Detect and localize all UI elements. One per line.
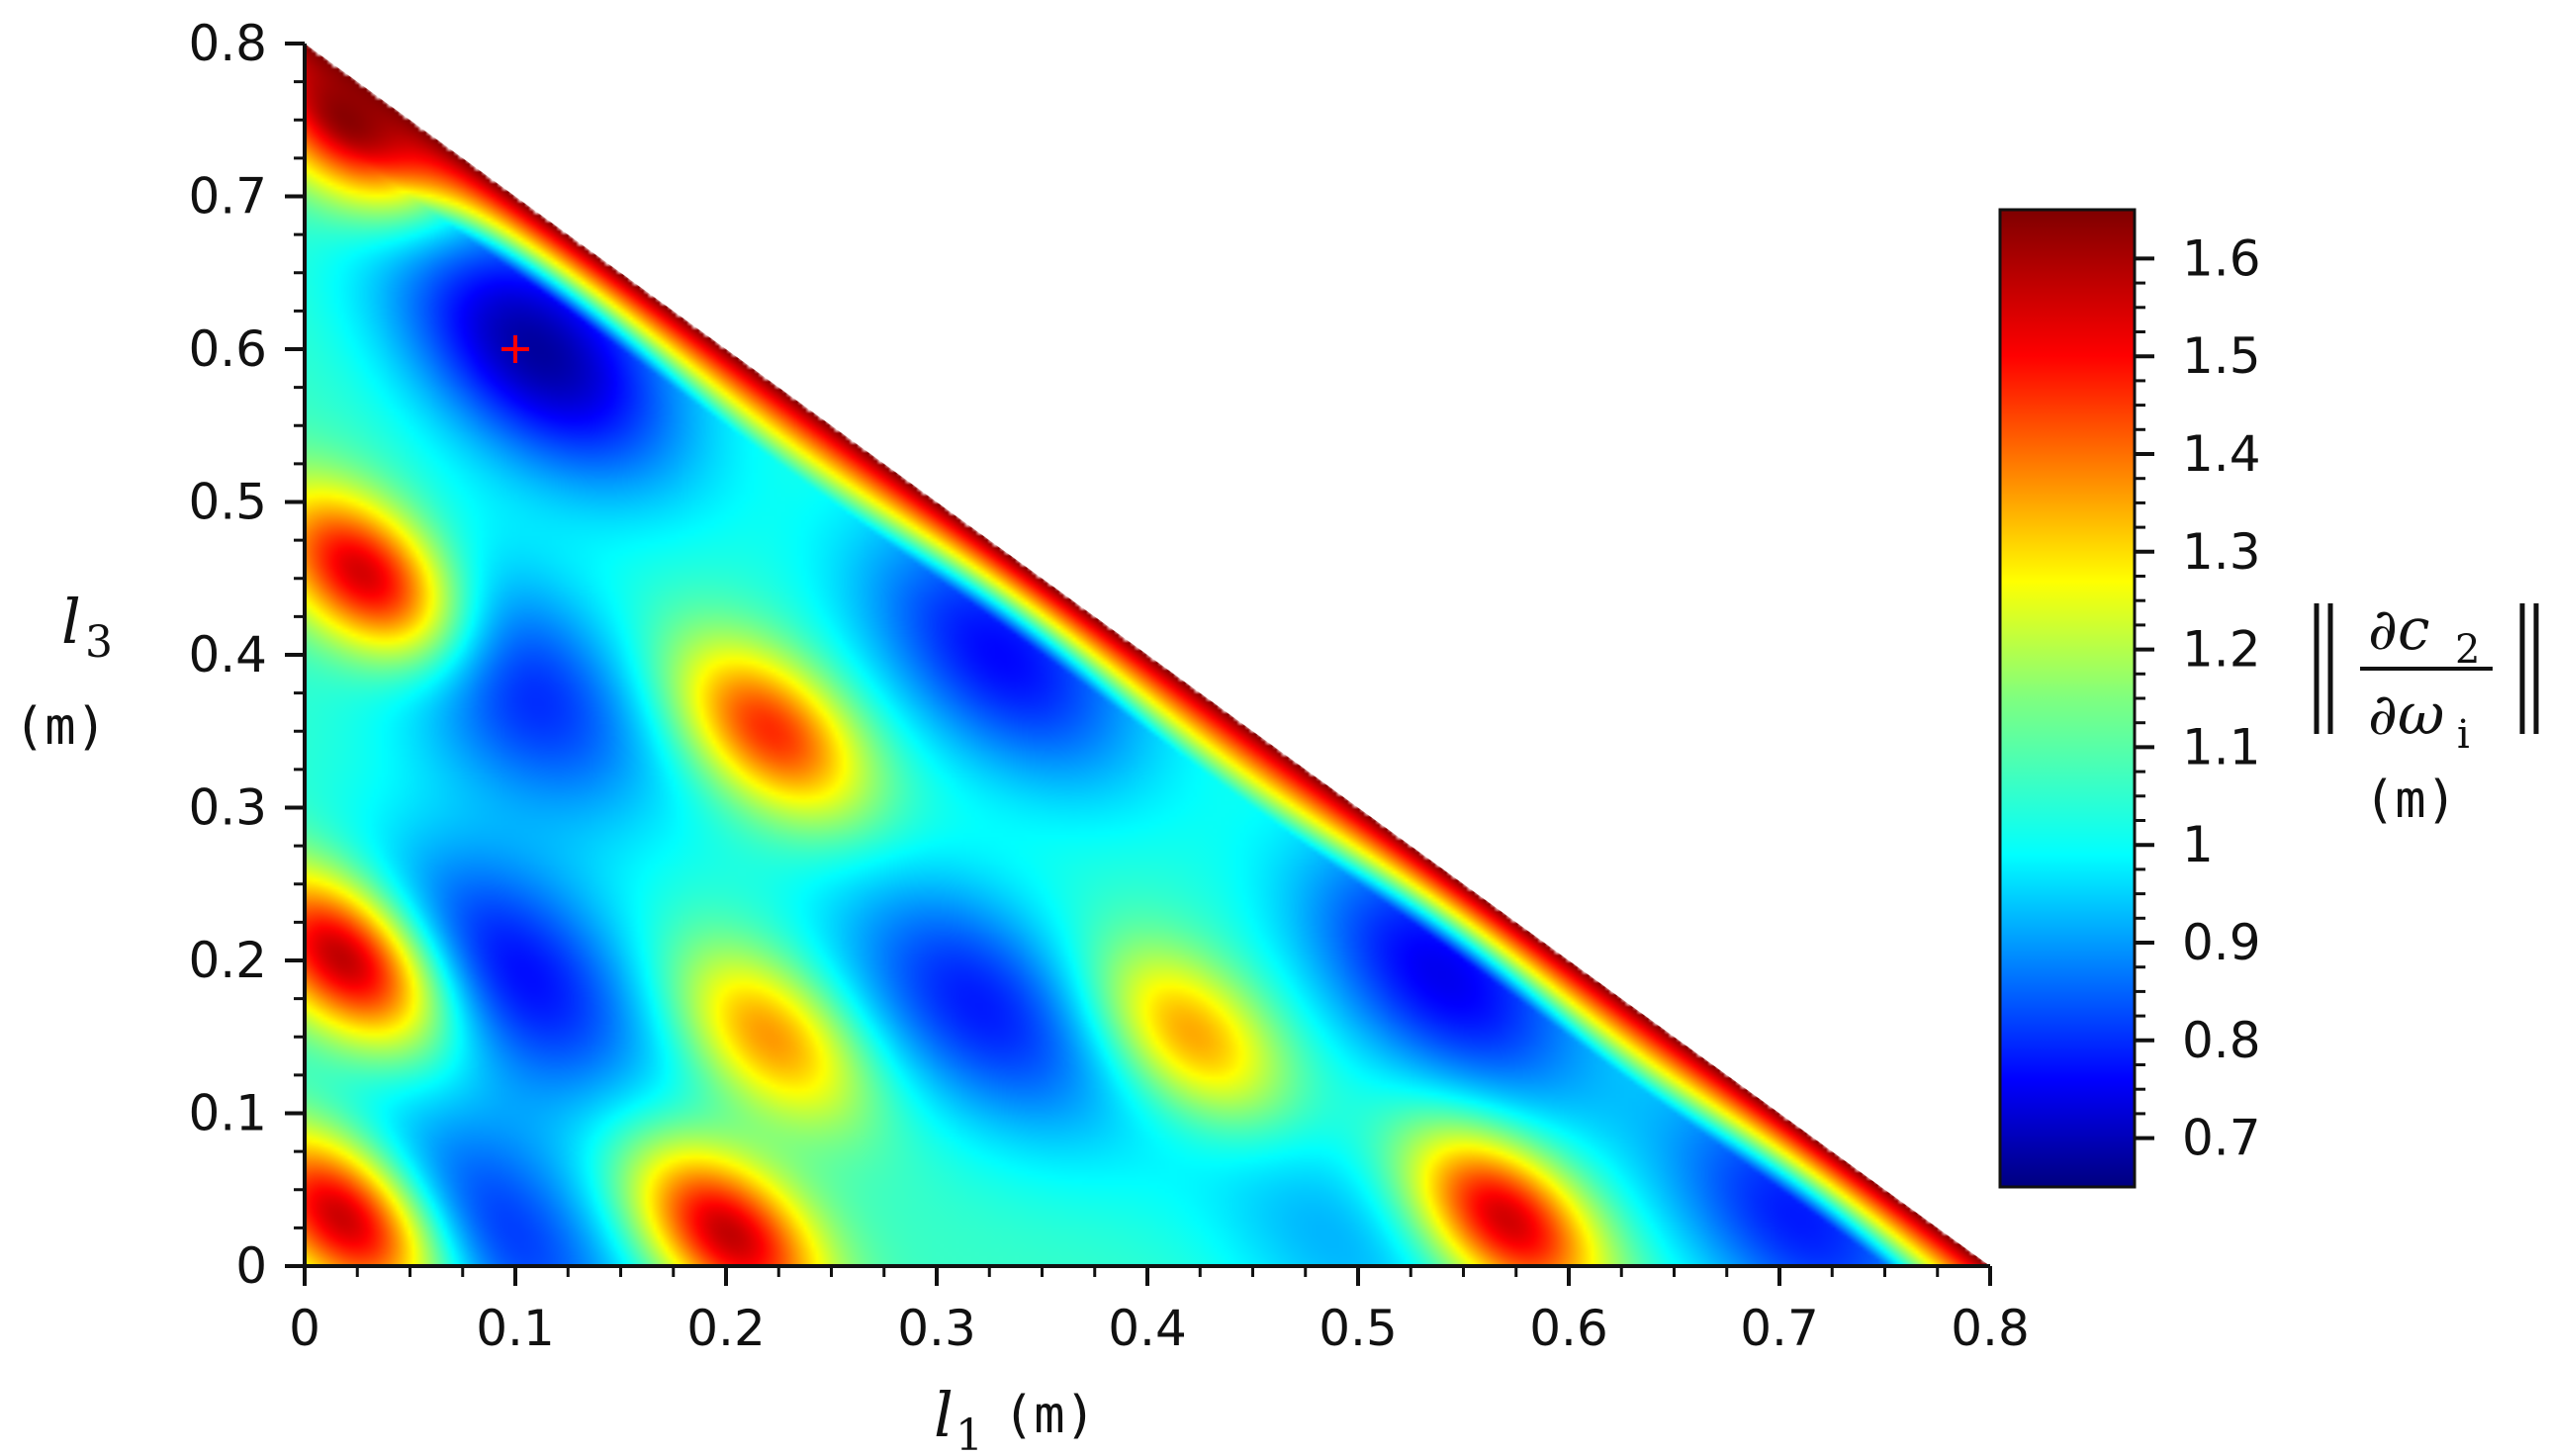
- colorbar-denominator-sub: i: [2457, 712, 2470, 758]
- y-axis-subscript: 3: [85, 617, 113, 668]
- colorbar-gradient: [1998, 208, 2137, 1189]
- y-tick-label: 0.4: [188, 626, 267, 683]
- y-tick-label: 0.6: [188, 320, 267, 378]
- y-tick-label: 0.7: [188, 168, 267, 226]
- y-tick-label: 0.3: [188, 779, 267, 837]
- colorbar-tick-label: 0.8: [2182, 1012, 2261, 1069]
- colorbar-tick-label: 1.1: [2182, 718, 2261, 775]
- x-tick-label: 0.4: [1108, 1300, 1187, 1357]
- x-axis-subscript: 1: [956, 1410, 983, 1456]
- colorbar-tick-label: 1.2: [2182, 621, 2261, 679]
- y-tick-label: 0: [235, 1237, 267, 1295]
- colorbar-tick-label: 1.5: [2182, 327, 2261, 385]
- colorbar: 0.7 0.8 0.9 1 1.1 1.2 1.3 1.4 1.5 1.6: [1998, 208, 2261, 1189]
- colorbar-tick-label: 1: [2182, 816, 2214, 873]
- x-tick-label: 0.6: [1529, 1300, 1608, 1357]
- y-tick-label: 0.5: [188, 474, 267, 531]
- colorbar-tick-label: 1.6: [2182, 229, 2261, 287]
- x-tick-label: 0.5: [1319, 1300, 1398, 1357]
- x-ticks: 0 0.1 0.2 0.3 0.4 0.5 0.6 0.7 0.8: [289, 1266, 2030, 1357]
- colorbar-tick-label: 1.4: [2182, 425, 2261, 483]
- x-tick-label: 0.7: [1740, 1300, 1819, 1357]
- y-tick-label: 0.8: [188, 15, 267, 72]
- colorbar-numerator: ∂c: [2368, 595, 2429, 663]
- heatmap-image: [305, 44, 1990, 1266]
- y-tick-label: 0.2: [188, 932, 267, 989]
- y-axis-label: l 3 (m): [14, 586, 113, 757]
- colorbar-denominator: ∂ω: [2368, 681, 2444, 748]
- x-axis-label: l 1 (m): [934, 1379, 1096, 1456]
- colorbar-ticks: 0.7 0.8 0.9 1 1.1 1.2 1.3 1.4 1.5 1.6: [2135, 229, 2261, 1167]
- x-tick-label: 0.8: [1951, 1300, 2030, 1357]
- x-axis-symbol: l: [934, 1379, 954, 1451]
- y-axis-symbol: l: [61, 586, 81, 658]
- colorbar-unit: (m): [2364, 771, 2457, 830]
- x-tick-label: 0: [289, 1300, 320, 1357]
- colorbar-tick-label: 1.3: [2182, 523, 2261, 581]
- x-tick-label: 0.1: [476, 1300, 555, 1357]
- x-axis-unit: (m): [1003, 1386, 1096, 1445]
- y-tick-label: 0.1: [188, 1085, 267, 1142]
- colorbar-tick-label: 0.9: [2182, 914, 2261, 971]
- colorbar-numerator-sub: 2: [2455, 627, 2480, 673]
- colorbar-label: ∂c 2 ∂ω i (m): [2314, 595, 2539, 830]
- y-axis-unit: (m): [14, 697, 107, 757]
- x-tick-label: 0.3: [897, 1300, 976, 1357]
- x-tick-label: 0.2: [686, 1300, 766, 1357]
- marker-plus-icon: [501, 335, 529, 363]
- colorbar-tick-label: 0.7: [2182, 1110, 2261, 1167]
- y-ticks: 0 0.1 0.2 0.3 0.4 0.5 0.6 0.7 0.8: [188, 15, 305, 1295]
- heatmap-field: [305, 44, 1990, 1266]
